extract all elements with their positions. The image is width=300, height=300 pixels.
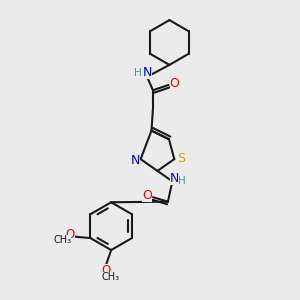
Text: O: O xyxy=(101,264,110,277)
Text: N: N xyxy=(170,172,179,185)
Text: CH₃: CH₃ xyxy=(101,272,120,282)
Text: H: H xyxy=(134,68,142,78)
Text: S: S xyxy=(177,152,185,165)
Text: N: N xyxy=(130,154,140,167)
Text: O: O xyxy=(169,77,179,90)
Text: N: N xyxy=(143,66,152,79)
Text: O: O xyxy=(142,189,152,202)
Text: O: O xyxy=(66,228,75,241)
Text: H: H xyxy=(178,176,186,186)
Text: CH₃: CH₃ xyxy=(53,235,71,245)
